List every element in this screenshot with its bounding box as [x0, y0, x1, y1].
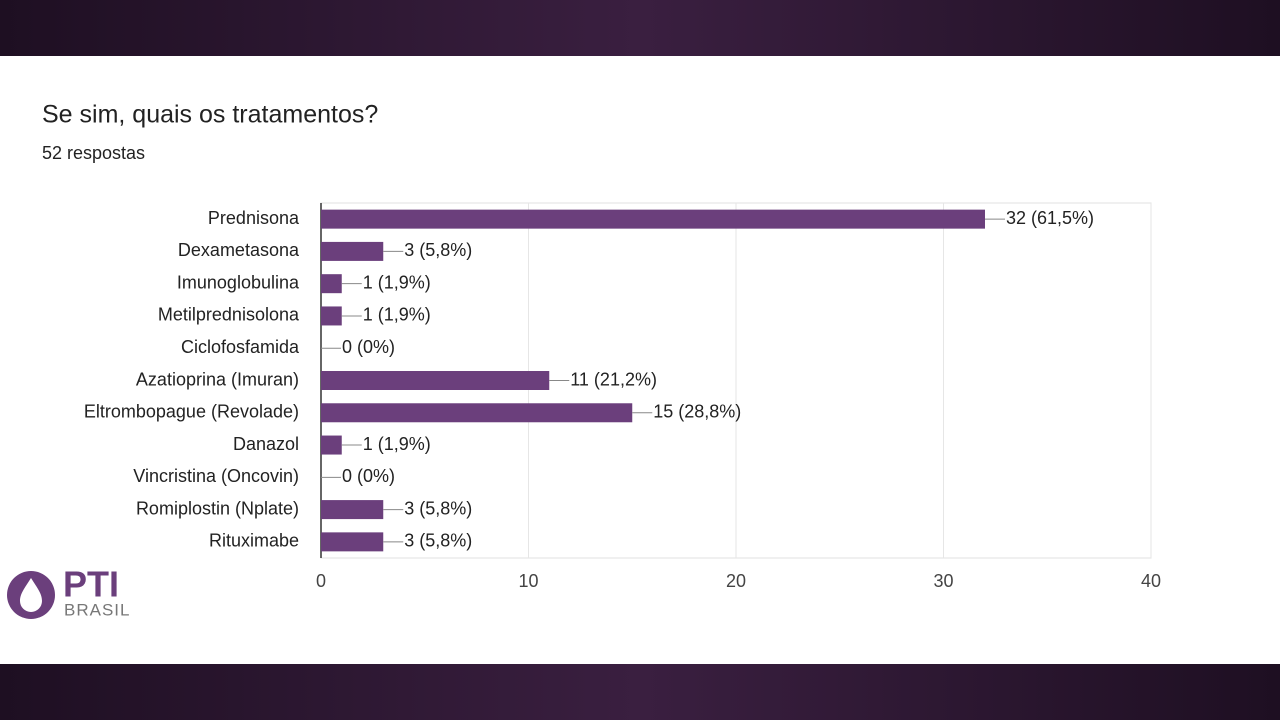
y-tick-label: Imunoglobulina — [177, 272, 300, 292]
bar — [321, 241, 384, 261]
value-label: 0 (0%) — [342, 466, 395, 486]
value-label: 1 (1,9%) — [363, 434, 431, 454]
value-label: 0 (0%) — [342, 337, 395, 357]
logo: PTI BRASIL — [7, 564, 130, 619]
bar — [321, 209, 985, 229]
x-tick-label: 40 — [1141, 571, 1161, 591]
logo-subtitle: BRASIL — [64, 600, 130, 619]
top-band — [0, 0, 1280, 56]
value-label: 3 (5,8%) — [404, 498, 472, 518]
y-tick-label: Metilprednisolona — [158, 305, 300, 325]
bar — [321, 306, 342, 326]
logo-drop — [20, 578, 42, 612]
value-label: 11 (21,2%) — [570, 369, 657, 389]
value-label: 1 (1,9%) — [363, 272, 431, 292]
x-tick-label: 0 — [316, 571, 326, 591]
bar — [321, 500, 384, 520]
bar — [321, 371, 550, 390]
bottom-band — [0, 664, 1280, 720]
bar — [321, 532, 384, 552]
y-tick-label: Romiplostin (Nplate) — [136, 498, 299, 518]
value-label: 3 (5,8%) — [404, 531, 472, 551]
x-tick-label: 30 — [933, 571, 953, 591]
value-label: 3 (5,8%) — [404, 240, 472, 260]
y-tick-label: Vincristina (Oncovin) — [133, 466, 299, 486]
bar — [321, 274, 342, 294]
chart-title: Se sim, quais os tratamentos? — [42, 101, 378, 129]
value-label: 1 (1,9%) — [363, 305, 431, 325]
bar — [321, 403, 633, 423]
y-tick-label: Prednisona — [208, 208, 300, 228]
y-tick-label: Danazol — [233, 434, 299, 454]
value-label: 32 (61,5%) — [1006, 208, 1094, 228]
y-tick-label: Ciclofosfamida — [181, 337, 300, 357]
chart-subtitle: 52 respostas — [42, 143, 145, 163]
y-tick-label: Eltrombopague (Revolade) — [84, 402, 299, 422]
value-label: 15 (28,8%) — [653, 402, 741, 422]
bar — [321, 435, 342, 455]
x-tick-label: 10 — [518, 571, 538, 591]
y-tick-label: Dexametasona — [178, 240, 300, 260]
logo-title: PTI — [63, 564, 119, 605]
plot: 0 10 20 30 40 Prednisona 32 (61,5%) Dexametason… — [84, 202, 1161, 591]
x-tick-label: 20 — [726, 571, 746, 591]
y-tick-label: Azatioprina (Imuran) — [136, 369, 299, 389]
y-tick-label: Rituximabe — [209, 531, 299, 551]
